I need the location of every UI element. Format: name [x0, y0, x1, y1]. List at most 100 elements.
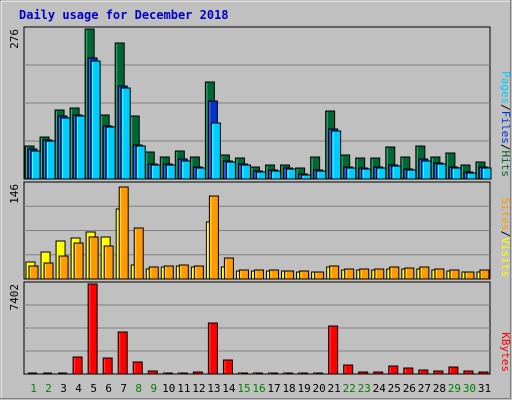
x-tick-label-19: 19 [297, 382, 310, 395]
bar-sites-26 [404, 267, 415, 280]
legend-item-slash: / [499, 231, 512, 238]
bar-sites-29 [449, 269, 460, 280]
bar-kbytes-12 [192, 371, 203, 375]
x-tick-label-4: 4 [75, 382, 82, 395]
bar-pages-16 [255, 171, 266, 180]
x-tick-label-25: 25 [388, 382, 401, 395]
bar-kbytes-18 [283, 372, 294, 375]
bar-sites-6 [103, 245, 114, 280]
bar-sites-23 [359, 268, 370, 280]
bar-pages-20 [316, 170, 327, 180]
bar-kbytes-22 [343, 364, 354, 375]
bar-pages-18 [286, 168, 297, 180]
bar-kbytes-19 [298, 372, 309, 375]
bar-pages-29 [451, 167, 462, 180]
legend-item-sites: Sites [499, 198, 512, 231]
bar-pages-19 [301, 174, 312, 180]
x-tick-label-13: 13 [207, 382, 220, 395]
x-tick-label-24: 24 [373, 382, 387, 395]
legend-bottom: KBytes [499, 332, 512, 372]
legend-item-files: Files [499, 111, 512, 144]
bar-pages-30 [466, 172, 477, 180]
bar-kbytes-31 [478, 371, 489, 375]
bar-kbytes-9 [147, 370, 158, 375]
bar-sites-5 [88, 236, 99, 280]
bar-kbytes-14 [222, 359, 233, 375]
bar-pages-27 [421, 160, 432, 180]
bar-sites-13 [208, 195, 219, 280]
bar-kbytes-8 [132, 361, 143, 375]
bar-sites-4 [73, 242, 84, 280]
x-tick-label-11: 11 [177, 382, 190, 395]
bar-kbytes-16 [252, 372, 263, 375]
bar-kbytes-27 [418, 369, 429, 375]
bar-pages-1 [30, 150, 41, 180]
legend-item-visits: Visits [499, 237, 512, 277]
bar-sites-8 [133, 227, 144, 280]
legend-top: Pages/Files/Hits [499, 71, 512, 177]
x-tick-label-17: 17 [267, 382, 280, 395]
bar-sites-20 [314, 271, 325, 280]
bar-sites-14 [223, 257, 234, 280]
bar-pages-9 [150, 164, 161, 180]
bar-sites-30 [464, 271, 475, 280]
bar-sites-16 [253, 269, 264, 280]
bar-pages-22 [346, 167, 357, 180]
bar-pages-6 [105, 126, 116, 180]
legend-item-kbytes: KBytes [499, 332, 512, 372]
bar-sites-21 [329, 265, 340, 280]
bar-sites-7 [118, 186, 129, 280]
bar-pages-7 [120, 87, 131, 180]
bar-sites-17 [269, 269, 280, 280]
bar-sites-25 [389, 266, 400, 280]
bar-kbytes-4 [72, 356, 83, 375]
x-tick-label-10: 10 [162, 382, 175, 395]
bar-pages-12 [195, 167, 206, 180]
bar-pages-14 [225, 161, 236, 180]
x-tick-label-20: 20 [313, 382, 326, 395]
bar-kbytes-11 [177, 372, 188, 375]
legend-item-slash: / [499, 144, 512, 151]
bar-kbytes-13 [207, 322, 218, 375]
bar-sites-22 [344, 268, 355, 280]
bar-pages-10 [165, 164, 176, 180]
legend-middle: Sites/Visits [499, 198, 512, 278]
x-tick-label-18: 18 [282, 382, 295, 395]
bar-kbytes-6 [102, 357, 113, 375]
bar-sites-3 [58, 255, 69, 280]
bar-sites-27 [419, 266, 430, 280]
legend-item-slash: / [499, 104, 512, 111]
bar-pages-3 [60, 117, 71, 180]
x-tick-label-6: 6 [105, 382, 112, 395]
bar-sites-15 [238, 269, 249, 280]
chart-title: Daily usage for December 2018 [19, 8, 229, 22]
bar-sites-19 [299, 270, 310, 280]
panel-middle: 146 Sites/Visits [8, 181, 512, 280]
x-tick-label-29: 29 [448, 382, 461, 395]
x-tick-label-3: 3 [60, 382, 67, 395]
x-tick-label-2: 2 [45, 382, 52, 395]
bar-pages-13 [210, 122, 221, 180]
x-tick-label-7: 7 [120, 382, 127, 395]
x-tick-label-16: 16 [252, 382, 265, 395]
x-tick-label-1: 1 [30, 382, 37, 395]
bar-kbytes-21 [328, 325, 339, 375]
bar-pages-4 [75, 115, 86, 180]
x-tick-label-5: 5 [90, 382, 97, 395]
x-tick-label-14: 14 [222, 382, 236, 395]
bar-sites-9 [148, 266, 159, 280]
chart-panels: 276Pages/Files/Hits146Sites/Visits7402KB… [8, 26, 512, 375]
x-tick-label-15: 15 [237, 382, 250, 395]
bar-sites-28 [434, 268, 445, 280]
y-max-label-middle: 146 [8, 184, 21, 204]
x-tick-label-8: 8 [135, 382, 142, 395]
bar-pages-24 [376, 167, 387, 180]
x-tick-label-26: 26 [403, 382, 416, 395]
bar-pages-15 [240, 164, 251, 180]
bar-pages-23 [361, 168, 372, 180]
bar-kbytes-7 [117, 331, 128, 375]
bar-pages-17 [271, 170, 282, 180]
bar-kbytes-29 [448, 366, 459, 375]
